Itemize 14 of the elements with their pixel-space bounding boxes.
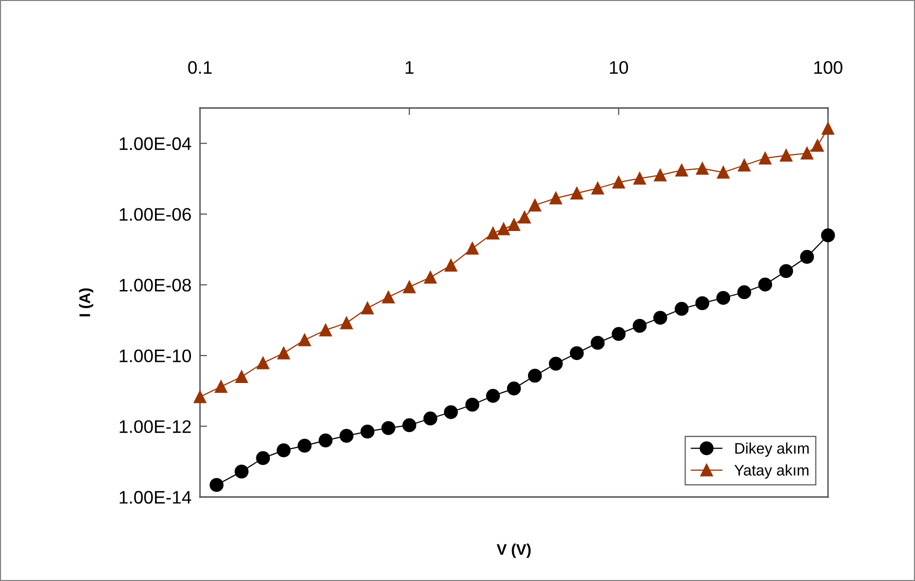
legend-label: Dikey akım [735,442,809,457]
legend-label: Yatay akım [734,464,808,479]
x-axis-title: V (V) [496,544,531,558]
y-tick-label: 1.00E-06 [120,208,191,221]
y-tick-label: 1.00E-08 [120,278,191,292]
x-tick-label: 100 [814,61,842,74]
y-axis-title: I (A) [79,288,94,316]
x-tick-label: 10 [610,61,628,74]
y-tick-label: 1.00E-10 [120,349,191,362]
y-tick-label: 1.00E-12 [120,420,191,433]
x-tick-label: 0.1 [188,61,212,74]
y-tick-label: 1.00E-04 [120,137,192,150]
y-tick-label: 1.00E-14 [120,490,192,504]
x-tick-label: 1 [406,61,414,74]
